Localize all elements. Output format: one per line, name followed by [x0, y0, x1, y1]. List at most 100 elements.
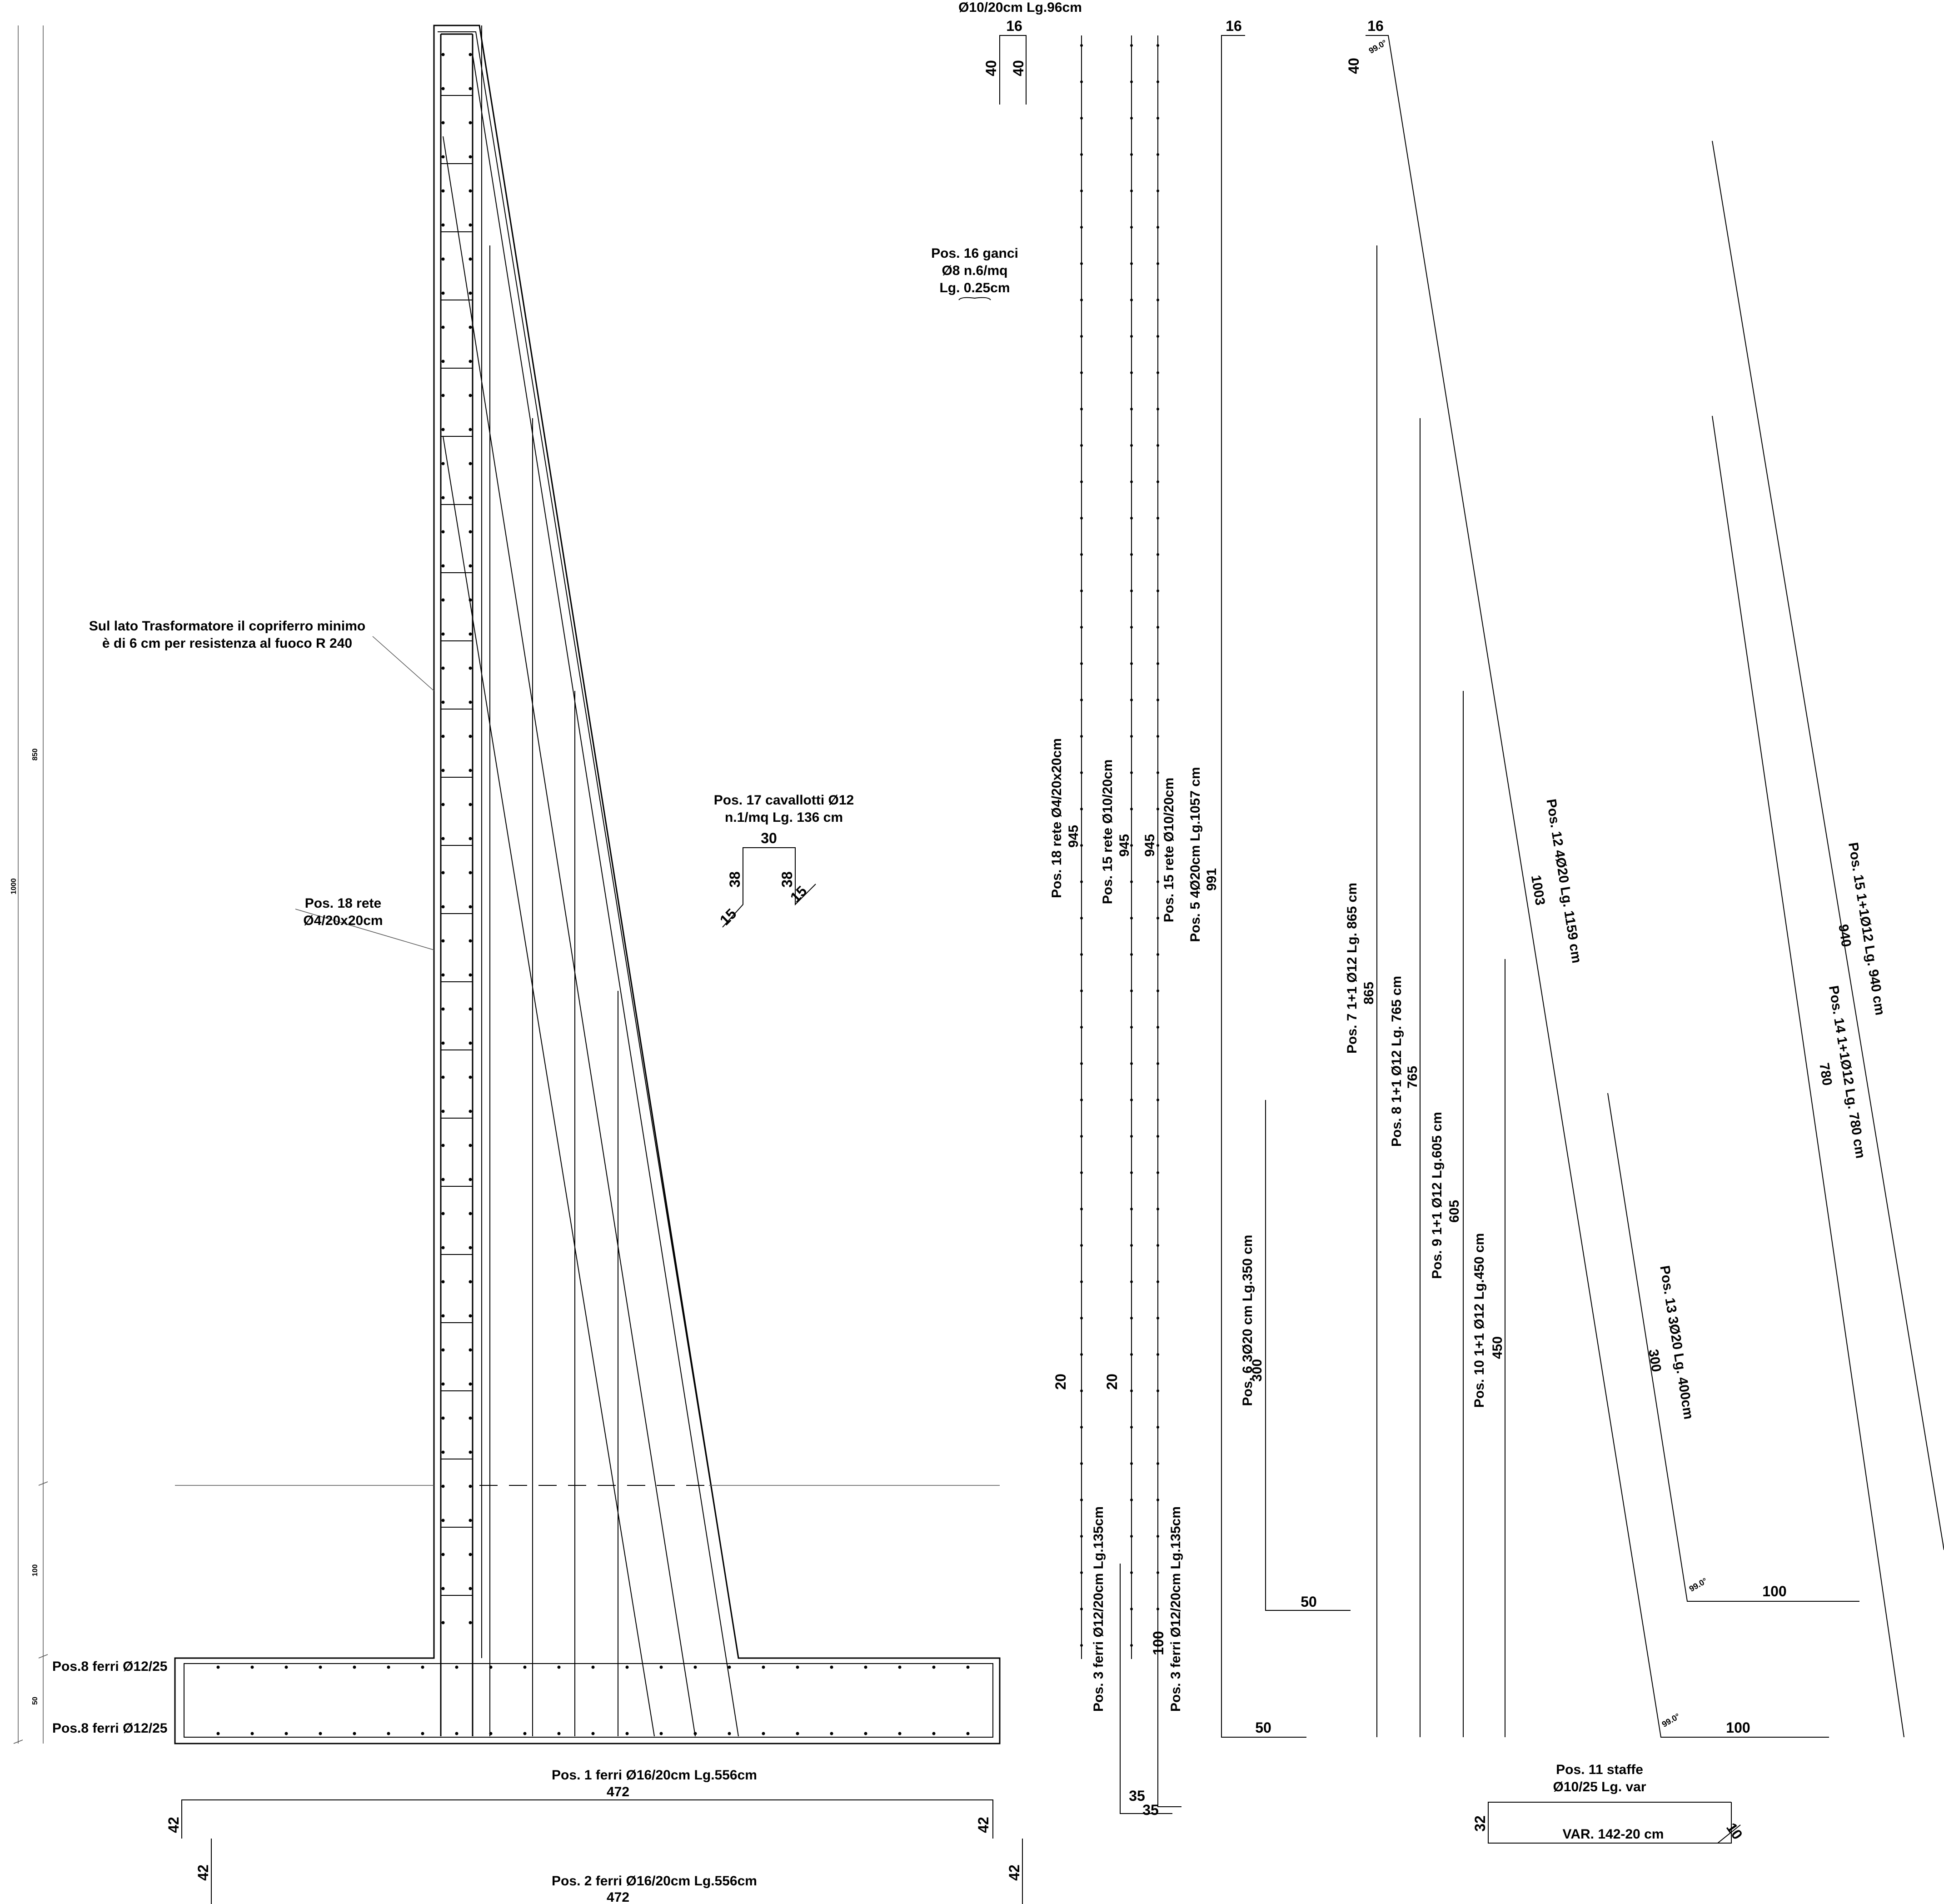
stem-dot — [441, 1109, 445, 1113]
stem-dot — [469, 462, 472, 465]
pos12-label: Pos. 12 4Ø20 Lg. 1159 cm — [1544, 798, 1585, 964]
base-dot — [830, 1665, 833, 1669]
pos1-hook-right: 42 — [975, 1817, 992, 1833]
stem-dot — [441, 700, 445, 704]
stem-dot — [469, 223, 472, 227]
stem-dot — [469, 666, 472, 670]
stem-dot — [469, 1075, 472, 1079]
stem-dot — [441, 735, 445, 738]
base-dot — [591, 1732, 595, 1735]
stem-dot — [441, 1450, 445, 1454]
stem-dot — [469, 257, 472, 261]
bar-dot — [1156, 80, 1159, 83]
bar-dot — [1130, 1389, 1133, 1392]
bar-dot — [1080, 480, 1083, 483]
bar-dot — [1080, 1062, 1083, 1065]
bar-dot — [1156, 1208, 1159, 1210]
pos12-top: 16 — [1367, 18, 1384, 34]
inclined-bar-1 — [443, 136, 696, 1737]
stem-dot — [469, 1212, 472, 1215]
bar-dot — [1156, 1026, 1159, 1029]
bar-dot — [1080, 880, 1083, 883]
base-dot — [966, 1732, 970, 1735]
bar-dot — [1080, 1317, 1083, 1319]
bar-dot — [1080, 989, 1083, 992]
pos15-inclined-bar: Pos. 15 1+1Ø12 Lg. 940 cm 940 — [1712, 140, 1944, 1550]
bar-dot — [1080, 80, 1083, 83]
pos11-line2: Ø10/25 Lg. var — [1553, 1779, 1646, 1794]
bar-dot — [1080, 844, 1083, 847]
bar-dot — [1156, 44, 1159, 47]
bar-dot — [1130, 1244, 1133, 1247]
bar-dot — [1156, 226, 1159, 229]
pos13-length: 300 — [1645, 1348, 1664, 1373]
stem-dot — [441, 530, 445, 534]
base-dot — [284, 1732, 288, 1735]
pos13-foot-angle: 99.0° — [1688, 1576, 1709, 1594]
pos8v-length: 765 — [1405, 1066, 1420, 1089]
base-dot — [898, 1665, 902, 1669]
pos2-length: 472 — [607, 1890, 629, 1904]
stem-dot — [441, 598, 445, 602]
pos5-foot: 50 — [1255, 1719, 1271, 1736]
top-hook-width: 16 — [1006, 18, 1022, 34]
pos12-foot: 100 — [1726, 1719, 1750, 1736]
bar-dot — [1156, 299, 1159, 301]
stem-dot — [469, 1382, 472, 1386]
bar-dot — [1080, 299, 1083, 301]
bar-dot — [1156, 953, 1159, 956]
pos2-hook-right: 42 — [1006, 1864, 1022, 1881]
bar-dot — [1156, 1353, 1159, 1356]
stem-dot — [469, 803, 472, 806]
pos5-top: 16 — [1226, 18, 1242, 34]
bar-dot — [1130, 1353, 1133, 1356]
bar-dot — [1080, 1535, 1083, 1538]
cover-outline — [184, 31, 993, 1738]
stem-dot — [441, 1587, 445, 1590]
base-dot — [591, 1665, 595, 1669]
top-hook-leg-left: 40 — [983, 60, 999, 76]
stem-dot — [441, 1178, 445, 1181]
pos17-leg-left: 38 — [727, 871, 743, 888]
base-dot — [421, 1665, 424, 1669]
stem-dot — [469, 1007, 472, 1011]
stem-dot — [469, 1553, 472, 1556]
bar-dot — [1156, 880, 1159, 883]
stem-dot — [469, 837, 472, 840]
bar-dot — [1130, 190, 1133, 192]
stem-dot — [441, 769, 445, 772]
bar-dot — [1156, 517, 1159, 520]
bar-dot — [1080, 917, 1083, 920]
stem-dot — [441, 496, 445, 500]
bar-dot — [1130, 735, 1133, 738]
pos3a-leg: 100 — [1150, 1631, 1166, 1655]
bar-dot — [1130, 590, 1133, 592]
pos6-bar: Pos. 6 3Ø20 cm Lg.350 cm 300 50 — [1240, 1100, 1351, 1611]
pos8-top-label: Pos.8 ferri Ø12/25 — [52, 1659, 167, 1674]
pos12-top-angle: 99.0° — [1367, 38, 1389, 55]
bar-dot — [1156, 117, 1159, 120]
stem-dot — [469, 325, 472, 329]
bar-dot — [1130, 1135, 1133, 1138]
bar-dot — [1130, 1608, 1133, 1610]
base-dot — [762, 1732, 765, 1735]
pos6-foot: 50 — [1301, 1594, 1317, 1610]
bar-dot — [1130, 1499, 1133, 1501]
base-dot — [455, 1732, 459, 1735]
bar-dot — [1130, 153, 1133, 156]
pos8v-label: Pos. 8 1+1 Ø12 Lg. 765 cm — [1389, 976, 1404, 1147]
stem-dot — [469, 905, 472, 909]
base-dot — [557, 1732, 561, 1735]
pos11-stirrup: Pos. 11 staffe Ø10/25 Lg. var 32 VAR. 14… — [1472, 1762, 1746, 1844]
stem-dot — [441, 803, 445, 806]
bar-dot — [1130, 1317, 1133, 1319]
bar-dot — [1080, 444, 1083, 447]
pos18v-length: 945 — [1066, 825, 1081, 848]
base-dot — [830, 1732, 833, 1735]
bar-dot — [1130, 1535, 1133, 1538]
bar-dot — [1130, 1462, 1133, 1465]
stem-dot — [441, 939, 445, 943]
bar-dot — [1130, 808, 1133, 810]
pos2-label: Pos. 2 ferri Ø16/20cm Lg.556cm — [552, 1874, 757, 1889]
